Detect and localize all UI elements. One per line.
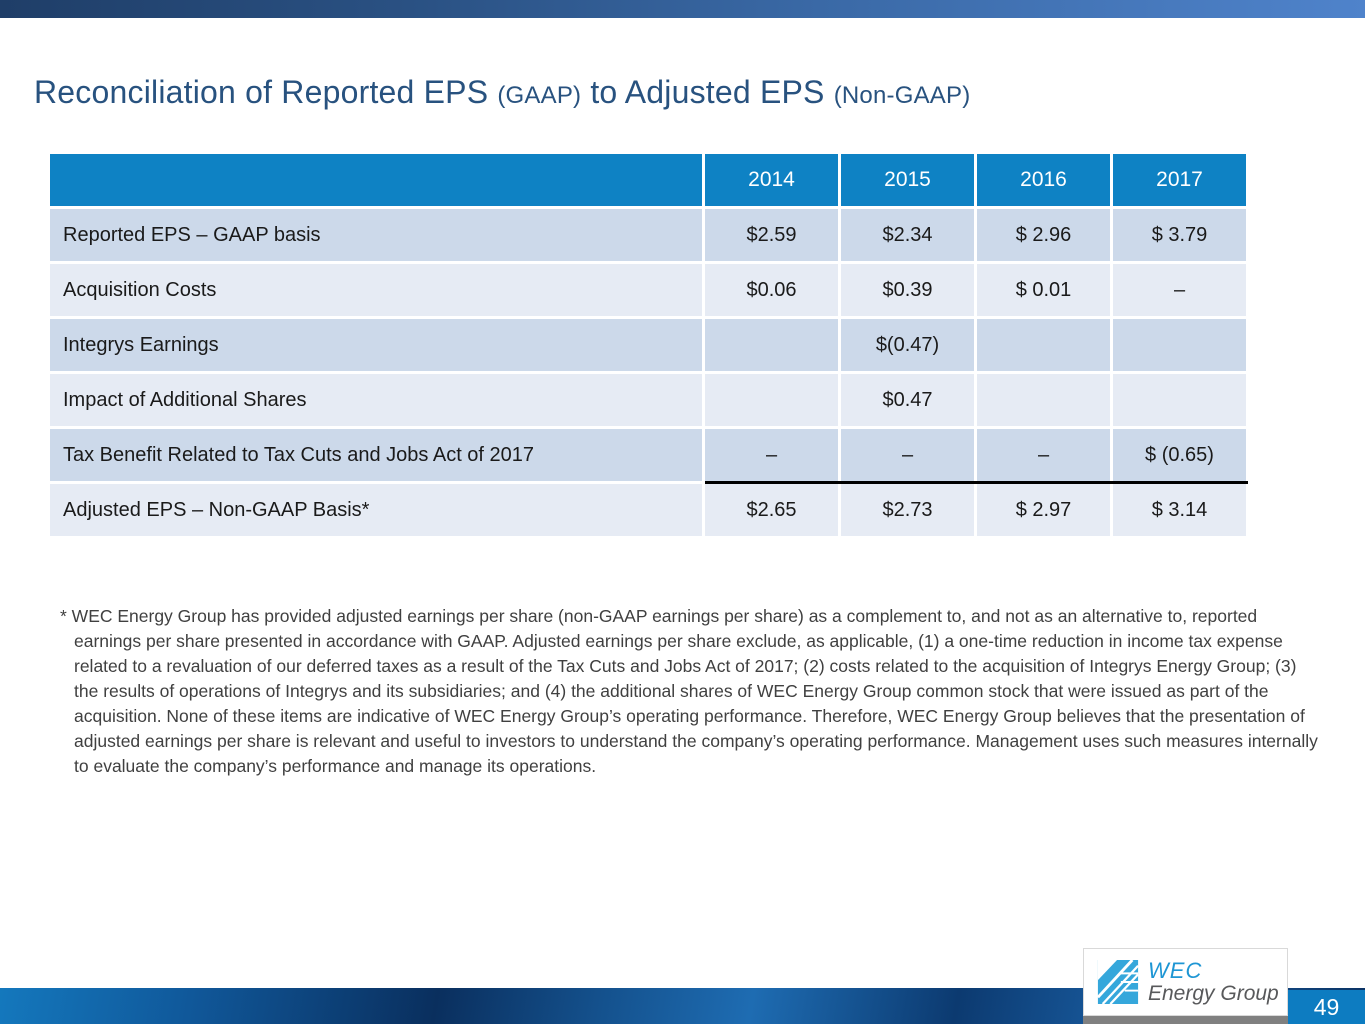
row-value: $2.65 (705, 484, 838, 536)
row-value: $ 2.97 (977, 484, 1110, 536)
row-value: $2.34 (841, 209, 974, 261)
row-value (705, 374, 838, 426)
title-main-1: Reconciliation of Reported EPS (34, 74, 489, 110)
row-value: $0.47 (841, 374, 974, 426)
title-sub-1: (GAAP) (497, 82, 582, 109)
row-label: Impact of Additional Shares (50, 374, 702, 426)
page-number: 49 (1288, 990, 1365, 1024)
row-label: Tax Benefit Related to Tax Cuts and Jobs… (50, 429, 702, 481)
logo: WEC Energy Group (1083, 948, 1288, 1016)
year-header: 2017 (1113, 154, 1246, 206)
logo-line-energy-group: Energy Group (1148, 981, 1279, 1005)
row-value: $ 3.14 (1113, 484, 1246, 536)
row-value: $0.06 (705, 264, 838, 316)
row-value (705, 319, 838, 371)
logo-text: WEC Energy Group (1148, 958, 1279, 1005)
row-value: $ 0.01 (977, 264, 1110, 316)
title-sub-2: (Non-GAAP) (833, 82, 971, 109)
row-value: $ (0.65) (1113, 429, 1246, 481)
footnote: * WEC Energy Group has provided adjusted… (60, 606, 1318, 776)
row-label: Reported EPS – GAAP basis (50, 209, 702, 261)
row-value: $(0.47) (841, 319, 974, 371)
row-label: Adjusted EPS – Non-GAAP Basis* (50, 484, 702, 536)
row-value: $2.59 (705, 209, 838, 261)
year-header: 2014 (705, 154, 838, 206)
row-value: $0.39 (841, 264, 974, 316)
eps-reconciliation-table: 2014 2015 2016 2017 Reported EPS – GAAP basi… (50, 154, 1246, 536)
year-header: 2015 (841, 154, 974, 206)
row-value: $ 3.79 (1113, 209, 1246, 261)
row-value: – (977, 429, 1110, 481)
logo-underline-bar (1083, 1016, 1288, 1024)
row-value: – (1113, 264, 1246, 316)
year-header: 2016 (977, 154, 1110, 206)
row-value (977, 374, 1110, 426)
row-value: – (705, 429, 838, 481)
table-header-corner (50, 154, 702, 206)
row-value (977, 319, 1110, 371)
row-label: Integrys Earnings (50, 319, 702, 371)
top-accent-bar (0, 0, 1365, 18)
row-value (1113, 319, 1246, 371)
subtotal-rule (705, 481, 1248, 484)
row-value: $ 2.96 (977, 209, 1110, 261)
wec-logo-icon (1096, 959, 1139, 1005)
row-value: – (841, 429, 974, 481)
page-title: Reconciliation of Reported EPS (GAAP) to… (34, 74, 970, 111)
title-main-2: to Adjusted EPS (590, 74, 825, 110)
row-value: $2.73 (841, 484, 974, 536)
logo-line-wec: WEC (1148, 958, 1203, 984)
row-label: Acquisition Costs (50, 264, 702, 316)
row-value (1113, 374, 1246, 426)
